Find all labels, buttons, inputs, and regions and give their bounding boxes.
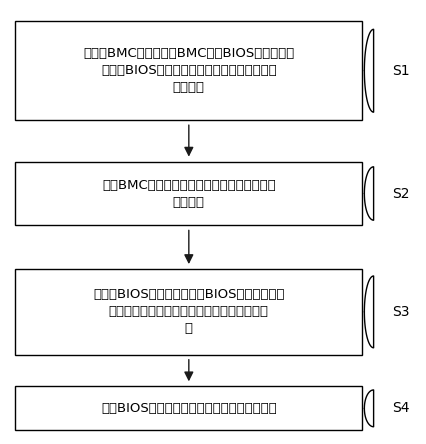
Text: 响应于BMC上电启动，BMC获取BIOS配置文件并
将所述BIOS配置文件中的配置项数据写入内部
存储器中: 响应于BMC上电启动，BMC获取BIOS配置文件并 将所述BIOS配置文件中的配… bbox=[83, 47, 294, 94]
Text: S4: S4 bbox=[391, 401, 409, 415]
Text: S2: S2 bbox=[391, 186, 409, 201]
FancyBboxPatch shape bbox=[15, 162, 362, 225]
Text: 通过BMC使能外部总线访问所述内部存储器的
访问配置: 通过BMC使能外部总线访问所述内部存储器的 访问配置 bbox=[102, 178, 276, 209]
Text: 所述BIOS根据所述配置项数据进行配置项设置: 所述BIOS根据所述配置项数据进行配置项设置 bbox=[101, 402, 277, 415]
FancyBboxPatch shape bbox=[15, 269, 362, 355]
FancyBboxPatch shape bbox=[15, 386, 362, 430]
Text: S3: S3 bbox=[391, 305, 409, 319]
Text: 响应于BIOS上电启动，所述BIOS通过所述外部
总线访问所述内部存储器以获取所述配置项数
据: 响应于BIOS上电启动，所述BIOS通过所述外部 总线访问所述内部存储器以获取所… bbox=[93, 289, 285, 335]
Text: S1: S1 bbox=[391, 64, 409, 78]
FancyBboxPatch shape bbox=[15, 21, 362, 120]
